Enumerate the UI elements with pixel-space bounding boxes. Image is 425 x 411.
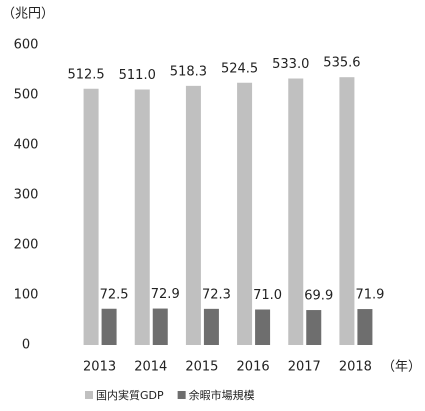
data-label: 69.9	[304, 289, 333, 304]
x-tick-label: 2014	[134, 360, 167, 375]
legend-label: 国内実質GDP	[96, 388, 164, 402]
legend-label: 余暇市場規模	[189, 388, 255, 402]
data-label: 512.5	[67, 67, 104, 82]
bar	[185, 85, 201, 345]
y-tick-label: 400	[14, 138, 39, 153]
data-label: 524.5	[221, 61, 258, 76]
data-label: 71.9	[355, 288, 384, 303]
data-label: 72.5	[100, 287, 129, 302]
legend-swatch	[177, 391, 186, 399]
y-tick-label: 300	[14, 188, 39, 203]
y-tick-label: 100	[14, 288, 39, 303]
bar	[357, 309, 373, 345]
legend-swatch	[85, 391, 93, 399]
data-label: 533.0	[272, 57, 309, 72]
data-label: 535.6	[323, 56, 360, 71]
bar	[255, 309, 271, 345]
bar	[237, 82, 253, 345]
bar	[339, 77, 355, 345]
x-tick-label: 2015	[185, 360, 218, 375]
y-tick-label: 600	[14, 38, 39, 53]
y-axis-label: （兆円）	[2, 7, 54, 22]
bar	[203, 308, 219, 345]
y-tick-label: 500	[14, 88, 39, 103]
x-tick-label: 2018	[339, 360, 372, 375]
data-label: 518.3	[170, 64, 207, 79]
data-label: 72.3	[202, 287, 231, 302]
y-tick-label: 200	[14, 238, 39, 253]
x-tick-label: 2013	[83, 360, 116, 375]
bar	[306, 310, 322, 345]
data-label: 72.9	[151, 287, 180, 302]
x-tick-label: 2017	[288, 360, 321, 375]
bar	[288, 78, 304, 345]
x-axis-label: （年）	[382, 360, 421, 375]
data-label: 511.0	[119, 68, 156, 83]
bar	[152, 308, 168, 345]
bar	[83, 88, 99, 345]
x-tick-label: 2016	[237, 360, 270, 375]
y-tick-label: 0	[22, 338, 30, 353]
bar	[101, 308, 117, 345]
data-label: 71.0	[253, 288, 282, 303]
bar	[134, 89, 150, 345]
